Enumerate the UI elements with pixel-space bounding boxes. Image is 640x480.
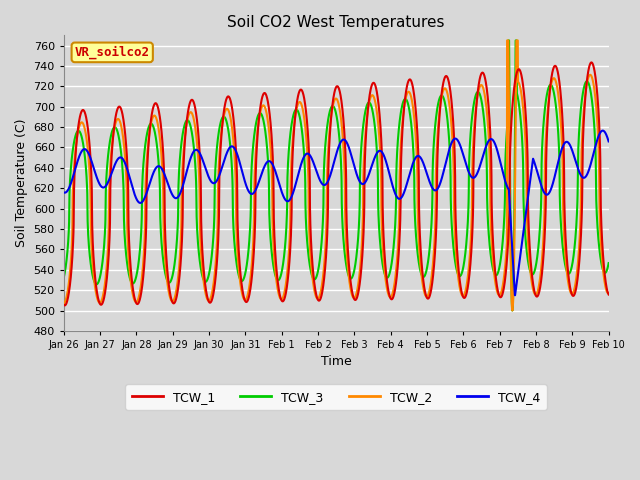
TCW_3: [536, 230, 543, 236]
TCW_4: [536, 177, 543, 182]
Line: TCW_3: TCW_3: [64, 40, 609, 311]
Line: TCW_2: TCW_2: [64, 40, 609, 311]
TCW_4: [60, 190, 68, 195]
TCW_4: [511, 292, 519, 298]
TCW_2: [595, 137, 602, 143]
TCW_3: [122, 250, 130, 256]
TCW_4: [269, 162, 276, 168]
TCW_1: [588, 60, 595, 65]
Legend: TCW_1, TCW_3, TCW_2, TCW_4: TCW_1, TCW_3, TCW_2, TCW_4: [125, 384, 547, 410]
TCW_2: [269, 226, 276, 231]
TCW_3: [292, 107, 300, 112]
TCW_2: [122, 168, 130, 174]
TCW_1: [155, 107, 163, 112]
TCW_1: [269, 159, 276, 165]
TCW_1: [60, 302, 68, 308]
TCW_3: [269, 258, 276, 264]
TCW_4: [292, 179, 300, 184]
TCW_2: [509, 308, 516, 313]
TCW_3: [595, 234, 602, 240]
X-axis label: Time: Time: [321, 356, 351, 369]
TCW_4: [154, 163, 162, 169]
TCW_2: [60, 300, 68, 306]
TCW_3: [509, 308, 516, 313]
TCW_4: [605, 139, 612, 144]
TCW_1: [595, 105, 602, 110]
TCW_1: [536, 288, 543, 294]
TCW_4: [122, 163, 130, 168]
Line: TCW_1: TCW_1: [64, 62, 609, 305]
TCW_2: [536, 278, 543, 284]
TCW_2: [154, 124, 162, 130]
TCW_1: [605, 292, 612, 298]
TCW_1: [122, 143, 130, 148]
TCW_4: [599, 128, 607, 133]
Text: VR_soilco2: VR_soilco2: [75, 46, 150, 59]
TCW_3: [60, 275, 68, 280]
Title: Soil CO2 West Temperatures: Soil CO2 West Temperatures: [227, 15, 445, 30]
TCW_2: [292, 107, 300, 113]
TCW_3: [504, 37, 512, 43]
TCW_3: [154, 156, 162, 162]
TCW_3: [605, 260, 612, 266]
TCW_1: [61, 302, 68, 308]
TCW_2: [503, 37, 511, 43]
TCW_4: [595, 134, 602, 140]
Y-axis label: Soil Temperature (C): Soil Temperature (C): [15, 119, 28, 247]
TCW_2: [605, 290, 612, 296]
Line: TCW_4: TCW_4: [64, 131, 609, 295]
TCW_1: [292, 102, 300, 108]
